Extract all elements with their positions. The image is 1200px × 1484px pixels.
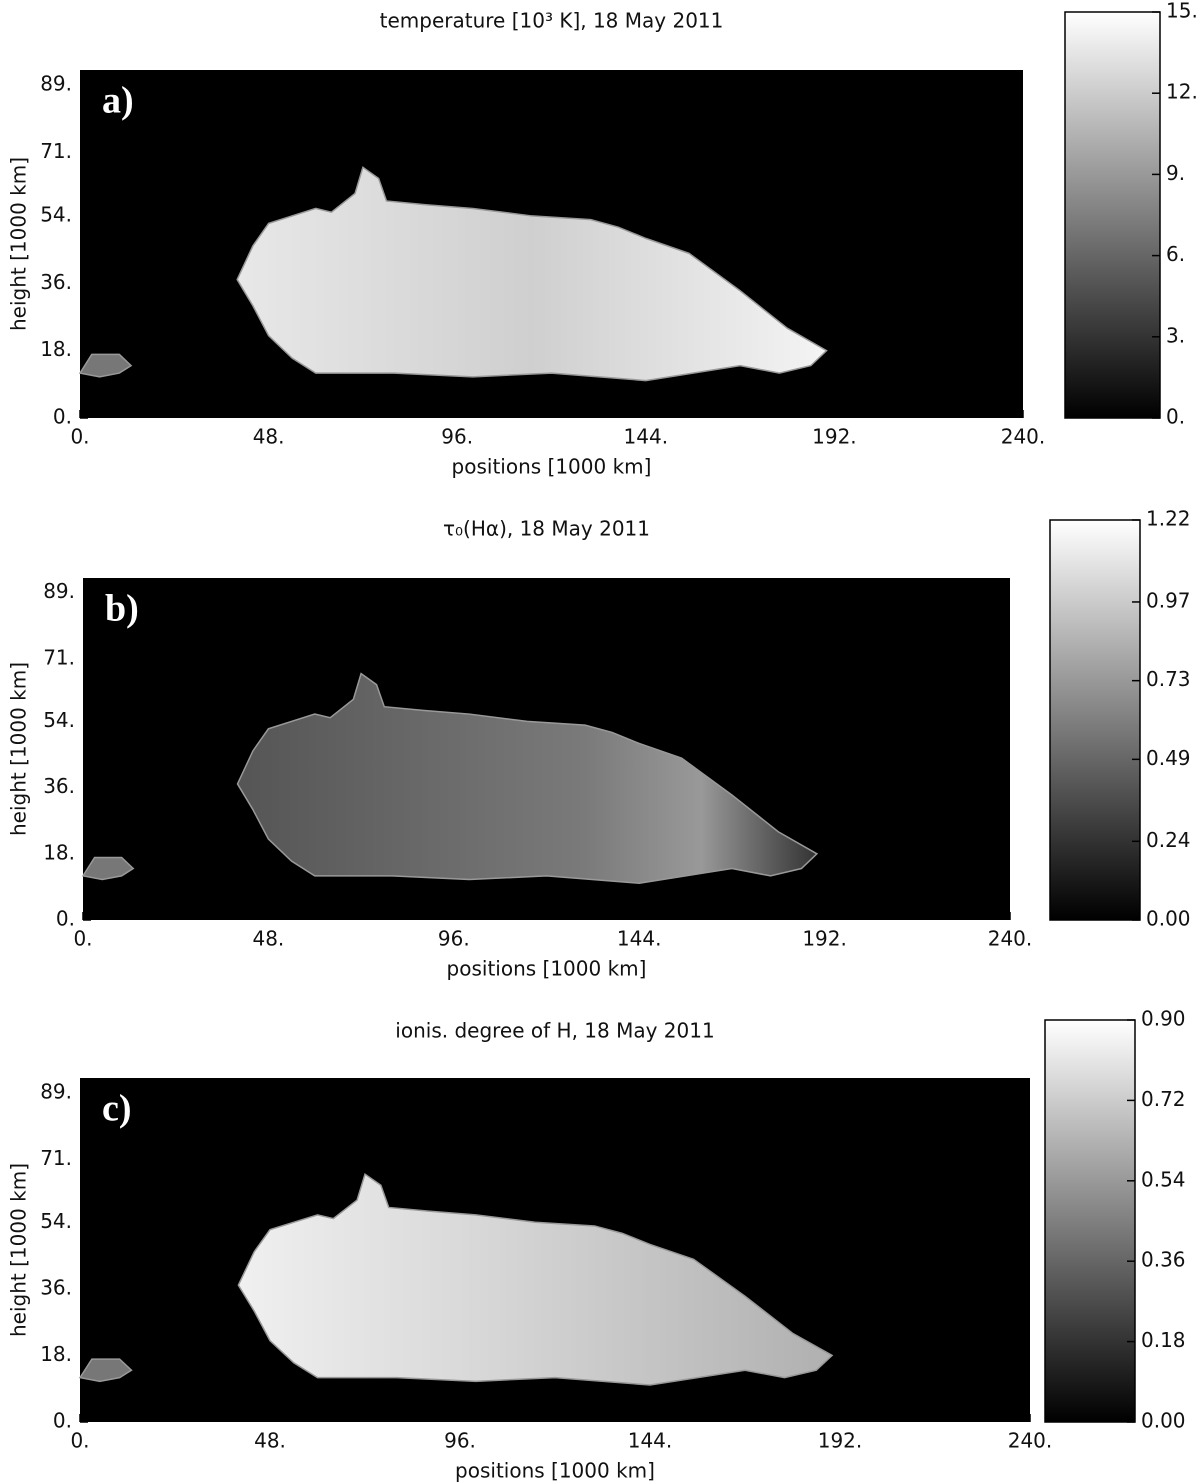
x-tick-label: 192.: [812, 425, 857, 449]
x-axis-label: positions [1000 km]: [447, 957, 647, 981]
colorbar-tick-label: 0.: [1166, 405, 1185, 429]
x-tick-label: 144.: [617, 927, 662, 951]
y-tick-label: 0.: [53, 1409, 72, 1433]
colorbar-tick-label: 12.: [1166, 80, 1198, 104]
chart-title: τ₀(Hα), 18 May 2011: [443, 517, 650, 541]
x-tick-label: 240.: [1001, 425, 1046, 449]
y-tick-label: 18.: [40, 1342, 72, 1366]
y-tick-label: 36.: [43, 774, 75, 798]
prominence-region: [236, 672, 819, 884]
x-tick-label: 48.: [253, 425, 285, 449]
colorbar-tick-label: 0.72: [1141, 1087, 1186, 1111]
x-tick-label: 240.: [988, 927, 1033, 951]
panel-label: b): [105, 588, 139, 630]
y-tick-label: 71.: [43, 645, 75, 669]
y-tick-label: 18.: [43, 840, 75, 864]
colorbar-tick-label: 0.24: [1146, 828, 1191, 852]
x-tick-label: 144.: [628, 1429, 673, 1453]
y-tick-label: 36.: [40, 270, 72, 294]
colorbar-tick-label: 9.: [1166, 161, 1185, 185]
colorbar-tick-label: 3.: [1166, 323, 1185, 347]
y-axis-label: height [1000 km]: [7, 662, 31, 836]
x-tick-label: 0.: [70, 425, 89, 449]
prominence-region: [78, 353, 133, 378]
chart-title: temperature [10³ K], 18 May 2011: [380, 9, 724, 33]
prominence-region: [236, 166, 828, 382]
y-tick-label: 89.: [40, 1079, 72, 1103]
colorbar-tick-label: 0.90: [1141, 1007, 1186, 1031]
x-tick-label: 48.: [252, 927, 284, 951]
prominence-region: [81, 856, 135, 881]
colorbar-tick-label: 0.97: [1146, 588, 1191, 612]
colorbar-tick-label: 1.22: [1146, 507, 1191, 531]
colorbar-tick-label: 0.18: [1141, 1328, 1186, 1352]
prominence-region: [78, 1358, 133, 1383]
y-tick-label: 0.: [56, 907, 75, 931]
colorbar-tick-label: 0.00: [1141, 1409, 1186, 1433]
x-tick-label: 192.: [818, 1429, 863, 1453]
chart-title: ionis. degree of H, 18 May 2011: [395, 1019, 714, 1043]
y-tick-label: 71.: [40, 139, 72, 163]
y-tick-label: 89.: [40, 71, 72, 95]
colorbar-tick-label: 0.36: [1141, 1248, 1186, 1272]
x-tick-label: 0.: [73, 927, 92, 951]
colorbar-tick-label: 15.: [1166, 0, 1198, 23]
colorbar-tick-label: 0.73: [1146, 667, 1191, 691]
y-tick-label: 54.: [43, 708, 75, 732]
y-tick-label: 89.: [43, 579, 75, 603]
colorbar-tick-label: 0.54: [1141, 1167, 1186, 1191]
panel-label: a): [102, 80, 134, 122]
x-axis-label: positions [1000 km]: [452, 455, 652, 479]
x-tick-label: 192.: [802, 927, 847, 951]
x-tick-label: 96.: [438, 927, 470, 951]
y-axis-label: height [1000 km]: [7, 1163, 31, 1337]
colorbar-tick-label: 6.: [1166, 242, 1185, 266]
x-tick-label: 240.: [1008, 1429, 1053, 1453]
y-tick-label: 36.: [40, 1275, 72, 1299]
y-tick-label: 18.: [40, 337, 72, 361]
x-tick-label: 96.: [444, 1429, 476, 1453]
x-axis-label: positions [1000 km]: [455, 1459, 655, 1483]
prominence-region: [237, 1172, 834, 1386]
y-tick-label: 71.: [40, 1146, 72, 1170]
colorbar-tick-label: 0.00: [1146, 907, 1191, 931]
panel-label: c): [102, 1088, 132, 1130]
y-tick-label: 54.: [40, 1209, 72, 1233]
colorbar: [1064, 11, 1161, 419]
x-tick-label: 48.: [254, 1429, 286, 1453]
colorbar-tick-label: 0.49: [1146, 746, 1191, 770]
x-tick-label: 96.: [441, 425, 473, 449]
colorbar: [1044, 1019, 1136, 1423]
y-axis-label: height [1000 km]: [7, 157, 31, 331]
x-tick-label: 144.: [624, 425, 669, 449]
y-tick-label: 0.: [53, 405, 72, 429]
x-tick-label: 0.: [70, 1429, 89, 1453]
colorbar: [1049, 519, 1141, 921]
y-tick-label: 54.: [40, 202, 72, 226]
